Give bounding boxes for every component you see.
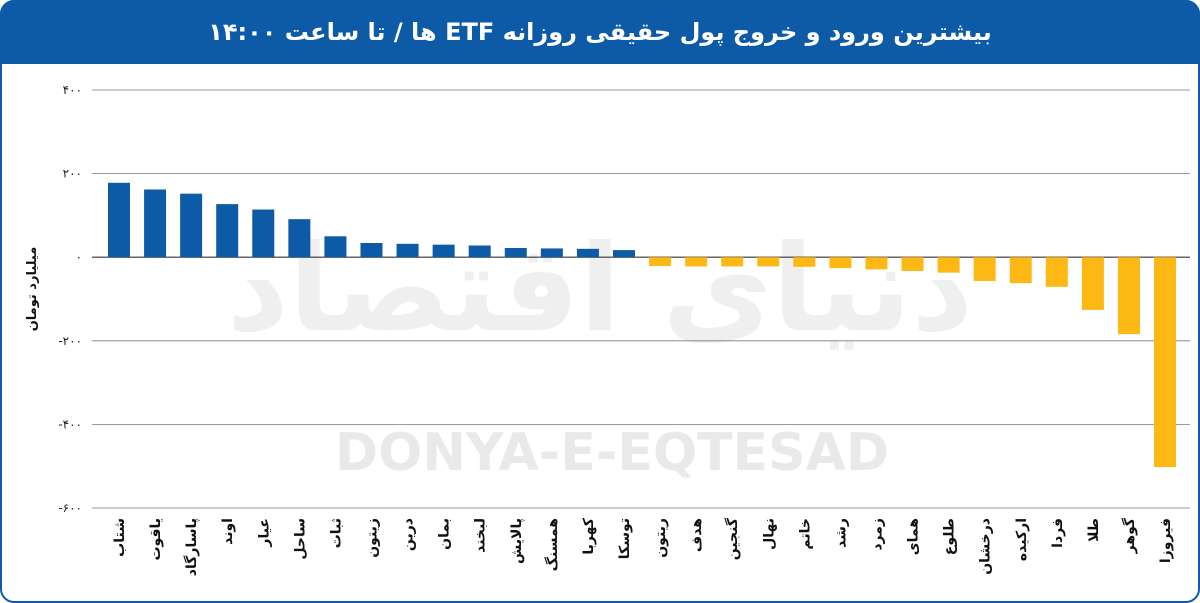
bar-18: [721, 257, 744, 267]
bar-16: [649, 257, 672, 266]
category-label: زمرد: [869, 518, 885, 551]
y-axis-label: میلیارد تومان: [25, 247, 40, 332]
y-tick-label: -۲۰۰: [58, 334, 82, 348]
y-tick-labels: ۴۰۰ ۲۰۰ ۰ -۲۰۰ -۴۰۰ -۶۰۰: [58, 83, 82, 515]
bar-13: [540, 248, 563, 258]
bar-21: [829, 257, 852, 269]
category-label: فردا: [1050, 518, 1066, 548]
category-label: خاتم: [797, 518, 813, 550]
chart-title: بیشترین ورود و خروج پول حقیقی روزانه ETF…: [208, 18, 992, 46]
category-label: نهال: [761, 518, 777, 550]
category-label: طلا: [1086, 518, 1102, 542]
bar-6: [288, 219, 311, 258]
y-tick-label: ۲۰۰: [63, 167, 82, 181]
bar-1: [108, 182, 130, 258]
grid-lines: [92, 89, 1190, 509]
category-label: یاقوت: [148, 518, 164, 561]
bar-22: [865, 257, 888, 270]
bar-26: [1009, 257, 1032, 284]
category-label: درین: [401, 518, 417, 551]
category-label: عیار: [256, 518, 272, 548]
bar-3: [180, 193, 203, 258]
category-label: کهربا: [581, 517, 597, 554]
category-label: پاسارگاد: [183, 518, 200, 576]
bar-9: [396, 243, 419, 258]
category-label: فیروزا: [1158, 518, 1174, 563]
category-label: ریتون: [653, 518, 669, 558]
bar-29: [1117, 257, 1140, 335]
bar-5: [252, 209, 275, 258]
category-label: همسنگ: [544, 518, 561, 571]
bar-17: [685, 257, 708, 267]
y-tick-label: ۴۰۰: [63, 83, 82, 97]
bar-11: [468, 245, 491, 258]
y-tick-label: -۴۰۰: [58, 417, 82, 431]
bar-7: [324, 236, 347, 258]
category-label: توسکا: [617, 518, 633, 559]
bar-14: [576, 248, 599, 258]
title-bar: بیشترین ورود و خروج پول حقیقی روزانه ETF…: [0, 0, 1200, 64]
bar-23: [901, 257, 924, 271]
bar-27: [1045, 257, 1068, 287]
watermark-persian: دنیای اقتصاد: [227, 220, 973, 359]
category-label: گوهر: [1121, 517, 1138, 554]
bar-15: [612, 250, 635, 258]
category-label: لبخند: [473, 518, 489, 553]
bar-24: [937, 257, 960, 273]
y-tick-label: ۰: [76, 250, 82, 264]
y-tick-label: -۶۰۰: [58, 501, 82, 515]
bar-30: [1154, 257, 1177, 468]
category-label: ثبات: [328, 518, 344, 548]
category-label: ارکیده: [1014, 518, 1030, 561]
category-label: طلوع: [942, 518, 958, 555]
bar-10: [432, 244, 455, 258]
category-label: بمان: [437, 518, 453, 550]
category-label: ساحل: [292, 518, 308, 560]
category-label: اوند: [220, 518, 236, 545]
bar-25: [973, 257, 996, 282]
watermark: دنیای اقتصاد DONYA-E-EQTESAD: [227, 220, 973, 483]
bars: [108, 182, 1177, 468]
category-label: رشد: [833, 518, 849, 548]
watermark-latin: DONYA-E-EQTESAD: [335, 423, 889, 483]
category-label: گنجین: [724, 517, 741, 560]
category-label: زیتون: [364, 518, 380, 558]
bar-28: [1081, 257, 1104, 310]
category-label: پالایش: [509, 518, 525, 564]
bar-2: [144, 189, 167, 258]
bar-4: [216, 204, 239, 258]
category-label: هدف: [689, 518, 705, 552]
category-label: همای: [906, 518, 922, 555]
category-labels: شتاب یاقوت پاسارگاد اوند عیار ساحل ثبات زیتون در…: [112, 517, 1174, 576]
bar-12: [504, 248, 527, 258]
category-label: درخشان: [978, 518, 994, 575]
bar-20: [793, 257, 816, 267]
category-label: شتاب: [112, 518, 128, 557]
bar-19: [757, 257, 780, 267]
bar-8: [360, 242, 383, 258]
